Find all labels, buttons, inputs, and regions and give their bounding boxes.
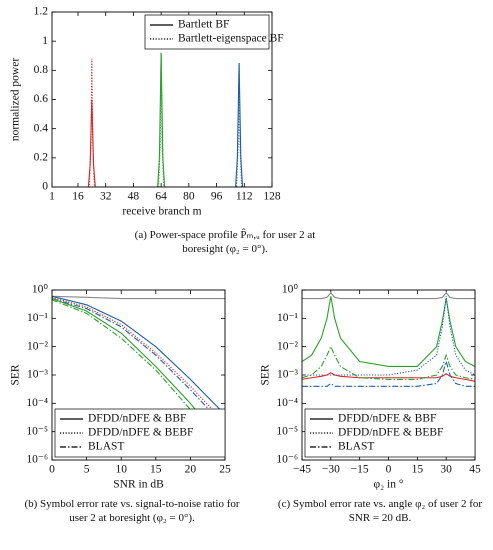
x-tick-label: 16 (72, 191, 84, 203)
x-axis-label: φ₂ in ° (374, 479, 404, 491)
x-tick-label: 30 (440, 464, 452, 476)
plot-frame (301, 289, 476, 461)
y-axis-label: SER (10, 364, 22, 385)
legend-label: BLAST (338, 441, 374, 453)
series-line (52, 52, 272, 187)
y-tick-label: 10⁻² (27, 340, 49, 352)
x-tick-label: 45 (469, 464, 481, 476)
caption: (b) Symbol error rate vs. signal-to-nois… (24, 498, 240, 524)
x-tick-label: 32 (100, 191, 112, 203)
y-tick-label: 10⁻¹ (277, 312, 299, 324)
y-tick-label: 10⁻⁵ (26, 425, 48, 437)
x-tick-label: 0 (49, 464, 55, 476)
y-tick-label: 0.2 (34, 151, 49, 163)
x-tick-label: −30 (322, 464, 340, 476)
y-tick-label: 10⁻³ (27, 369, 49, 381)
y-tick-label: 0.8 (34, 64, 49, 76)
y-tick-label: 10⁰ (32, 284, 49, 296)
x-tick-label: 5 (84, 464, 90, 476)
series-line (52, 63, 272, 187)
x-tick-label: 128 (263, 191, 281, 203)
y-tick-label: 10⁻⁵ (276, 425, 298, 437)
series-line (302, 291, 475, 300)
y-axis-label: SER (260, 364, 272, 385)
y-tick-label: 0.4 (34, 122, 49, 134)
series-line (52, 295, 225, 300)
y-tick-label: 10⁻³ (277, 369, 299, 381)
x-tick-label: 64 (155, 191, 167, 203)
series-line (52, 295, 225, 415)
y-tick-label: 10⁻⁶ (276, 454, 298, 466)
caption: (c) Symbol error rate vs. angle φ₂ of us… (277, 498, 483, 524)
x-tick-label: −15 (351, 464, 369, 476)
series-line (52, 296, 225, 424)
legend-label: DFDD/nDFE & BBF (338, 413, 436, 425)
legend-label: DFDD/nDFE & BBF (88, 413, 186, 425)
legend-label: BLAST (88, 441, 124, 453)
legend-label: Bartlett-eigenspace BF (178, 33, 284, 45)
legend-box (304, 408, 476, 458)
y-tick-label: 10⁻⁶ (26, 454, 48, 466)
y-tick-label: 1 (42, 35, 48, 47)
x-tick-label: 1 (49, 191, 55, 203)
x-tick-label: −45 (293, 464, 311, 476)
y-tick-label: 10⁻⁴ (276, 397, 298, 409)
x-tick-label: 20 (185, 464, 197, 476)
x-tick-label: 48 (128, 191, 140, 203)
x-tick-label: 96 (211, 191, 223, 203)
x-axis-label: SNR in dB (113, 479, 164, 491)
x-tick-label: 80 (183, 191, 195, 203)
plot-frame (51, 289, 226, 461)
series-line (52, 99, 272, 187)
x-tick-label: 15 (150, 464, 162, 476)
legend-label: DFDD/nDFE & BEBF (88, 427, 193, 439)
y-tick-label: 10⁰ (282, 284, 299, 296)
y-tick-label: 1.2 (34, 6, 49, 18)
legend-label: DFDD/nDFE & BEBF (338, 427, 443, 439)
series-line (302, 359, 475, 387)
caption: (a) Power-space profile P̂ₘ,ᵤ for user 2… (134, 229, 316, 255)
series-line (52, 58, 272, 187)
x-tick-label: 25 (219, 464, 231, 476)
x-tick-label: 112 (236, 191, 253, 203)
series-line (302, 345, 475, 380)
y-tick-label: 0 (42, 181, 48, 193)
y-tick-label: 10⁻⁴ (26, 397, 48, 409)
legend-box (54, 408, 226, 458)
series-line (302, 296, 475, 368)
x-tick-label: 15 (412, 464, 424, 476)
y-tick-label: 0.6 (34, 93, 49, 105)
x-axis-label: receive branch m (122, 206, 201, 218)
y-axis-label: normalized power (10, 58, 22, 142)
x-tick-label: 0 (386, 464, 392, 476)
series-line (302, 372, 475, 382)
x-tick-label: 10 (115, 464, 127, 476)
plot-frame (51, 11, 273, 188)
legend-label: Bartlett BF (178, 19, 229, 31)
legend-box (144, 14, 270, 50)
y-tick-label: 10⁻¹ (27, 312, 49, 324)
series-line (52, 298, 225, 428)
y-tick-label: 10⁻² (277, 340, 299, 352)
